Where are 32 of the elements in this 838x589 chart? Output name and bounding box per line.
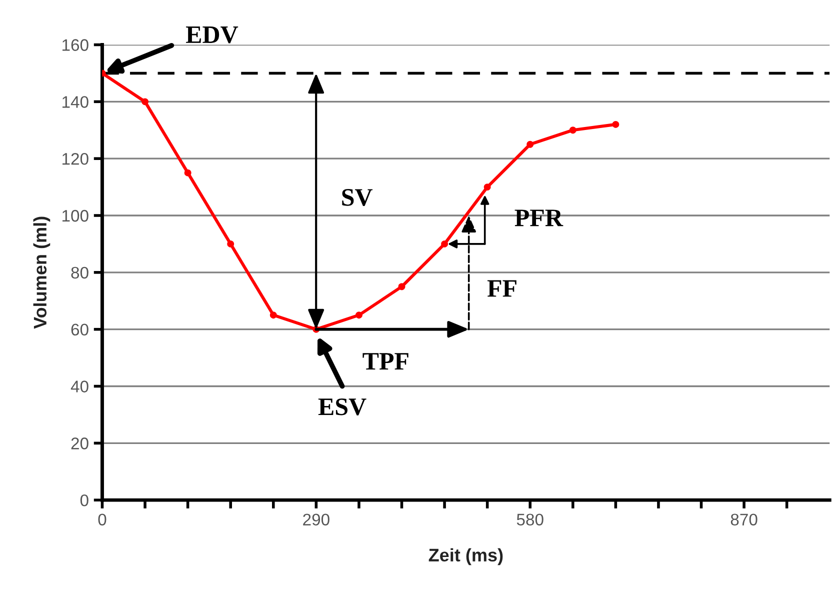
x-tick-label: 580 <box>516 514 544 526</box>
x-tick-label: 290 <box>303 514 330 526</box>
annotation: TPF <box>362 353 408 370</box>
point <box>270 312 277 319</box>
point <box>398 283 406 290</box>
point <box>441 240 448 248</box>
point <box>526 140 534 148</box>
annotation: PFR <box>514 210 564 226</box>
point <box>612 120 620 128</box>
y-tick-label: 40 <box>70 380 88 392</box>
point <box>142 98 148 106</box>
y-tick-label: 120 <box>62 152 88 165</box>
y-tick-label: 140 <box>62 96 88 108</box>
x-tick-label: 0 <box>98 514 106 526</box>
annotation: SV <box>342 189 373 206</box>
point <box>184 169 192 176</box>
point <box>355 312 362 319</box>
annotation: FF <box>487 280 516 297</box>
y-tick-label: 80 <box>71 266 88 279</box>
y-axis-title: Volumen (ml) <box>33 216 50 329</box>
y-tick-label: 160 <box>62 39 88 51</box>
x-axis-title: Zeit (ms) <box>428 548 503 566</box>
point <box>484 184 491 191</box>
y-tick-label: 0 <box>80 494 88 506</box>
point <box>227 240 234 248</box>
y-tick-label: 60 <box>71 324 88 336</box>
y-tick-label: 100 <box>62 210 88 222</box>
annotation: ESV <box>318 398 366 416</box>
y-tick-label: 20 <box>71 438 88 450</box>
x-tick-label: 870 <box>730 514 758 526</box>
point <box>569 126 576 134</box>
annotation: EDV <box>186 26 238 44</box>
